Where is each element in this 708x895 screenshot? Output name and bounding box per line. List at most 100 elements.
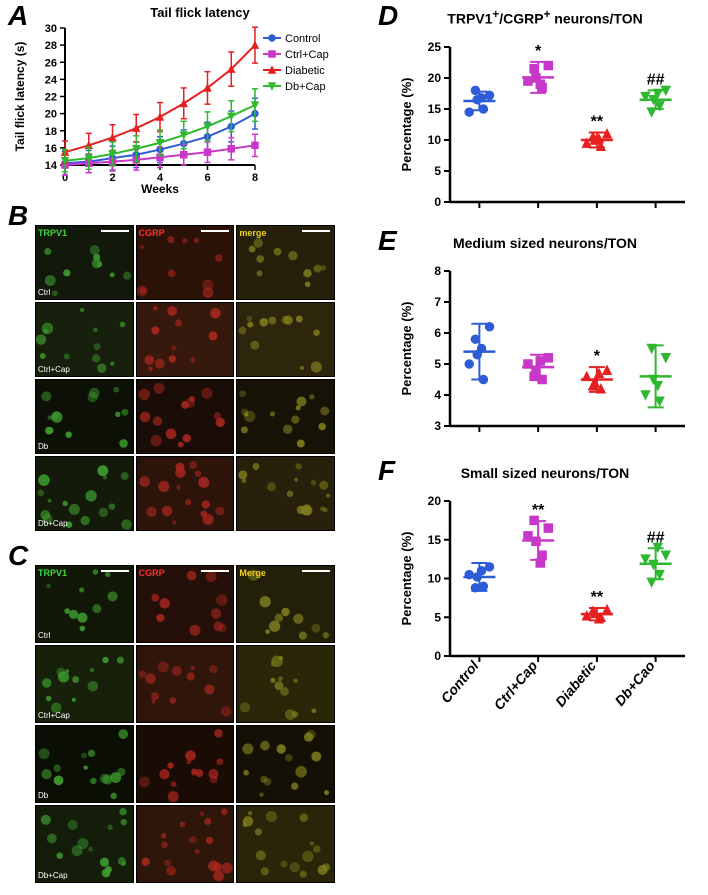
micrograph-cell <box>136 805 235 883</box>
svg-text:Diabetic: Diabetic <box>552 657 599 709</box>
micrograph-cell <box>136 645 235 723</box>
micrograph-row-label: Db+Cap <box>38 519 68 528</box>
svg-text:3: 3 <box>434 419 441 433</box>
panel-e-label: E <box>378 225 397 257</box>
svg-text:*: * <box>594 348 601 365</box>
svg-text:Diabetic: Diabetic <box>285 65 325 77</box>
scale-bar <box>201 230 229 232</box>
micrograph-cell: TRPV1Ctrl <box>35 565 134 643</box>
micrograph-cell <box>136 725 235 803</box>
scale-bar <box>201 570 229 572</box>
panel-f-label: F <box>378 455 395 487</box>
svg-text:24: 24 <box>45 74 58 86</box>
figure-root: A Tail flick latency 0246814161820222426… <box>0 0 708 895</box>
svg-text:8: 8 <box>252 172 258 184</box>
micrograph-cell: Ctrl+Cap <box>35 645 134 723</box>
micrograph-row-label: Db <box>38 791 48 800</box>
svg-text:7: 7 <box>434 295 441 309</box>
panel-f-title: Small sized neurons/TON <box>395 465 695 481</box>
micrograph-channel-label: CGRP <box>139 228 165 238</box>
svg-text:15: 15 <box>428 102 442 116</box>
scale-bar <box>101 570 129 572</box>
svg-text:Weeks: Weeks <box>141 182 179 195</box>
micrograph-cell <box>236 379 335 454</box>
panel-e-title: Medium sized neurons/TON <box>395 235 695 251</box>
svg-text:Db+Cao: Db+Cao <box>611 657 658 708</box>
panel-f-svg: 0 5 10 15 20 Percentage (%) Control ** Ctrl+Cap *… <box>395 481 695 751</box>
micrograph-channel-label: CGRP <box>139 568 165 578</box>
svg-text:Ctrl+Cap: Ctrl+Cap <box>490 657 540 713</box>
svg-text:Control: Control <box>285 33 320 45</box>
micrograph-cell: TRPV1 Ctrl <box>35 225 134 300</box>
panel-f-chart: Small sized neurons/TON 0 5 10 15 20 Percenta… <box>395 465 695 751</box>
svg-text:20: 20 <box>45 109 57 121</box>
svg-text:2: 2 <box>109 172 115 184</box>
scale-bar <box>302 230 330 232</box>
panel-d-svg: 0510152025Percentage (%)***## <box>395 27 695 222</box>
panel-b-label: B <box>8 200 28 232</box>
micrograph-channel-label: TRPV1 <box>38 228 67 238</box>
svg-text:10: 10 <box>428 572 442 586</box>
svg-text:##: ## <box>647 529 665 546</box>
panel-e-chart: Medium sized neurons/TON 345678Percentag… <box>395 235 695 446</box>
micrograph-cell: Db+Cap <box>35 805 134 883</box>
micrograph-cell: CGRP <box>136 225 235 300</box>
panel-c-grid: TRPV1Ctrl CGRP Merge Ctrl+Cap Db Db+Cap <box>35 565 335 883</box>
svg-text:15: 15 <box>428 533 442 547</box>
micrograph-cell: Ctrl+Cap <box>35 302 134 377</box>
micrograph-cell <box>236 645 335 723</box>
svg-text:Control: Control <box>437 657 482 706</box>
svg-text:5: 5 <box>434 164 441 178</box>
svg-text:**: ** <box>532 502 545 519</box>
svg-text:4: 4 <box>434 388 441 402</box>
panel-a-title: Tail flick latency <box>50 5 350 20</box>
svg-text:10: 10 <box>428 133 442 147</box>
micrograph-cell: Db <box>35 379 134 454</box>
micrograph-cell <box>136 379 235 454</box>
svg-text:30: 30 <box>45 23 57 35</box>
micrograph-row-label: Ctrl+Cap <box>38 711 70 720</box>
svg-text:8: 8 <box>434 264 441 278</box>
svg-text:5: 5 <box>434 357 441 371</box>
micrograph-row-label: Ctrl <box>38 288 50 297</box>
svg-text:20: 20 <box>428 494 442 508</box>
micrograph-cell: Db+Cap <box>35 456 134 531</box>
svg-text:20: 20 <box>428 71 442 85</box>
svg-text:Percentage (%): Percentage (%) <box>399 77 414 171</box>
panel-b-grid: TRPV1CtrlCGRPmergeCtrl+CapDbDb+Cap <box>35 225 335 531</box>
svg-text:26: 26 <box>45 57 57 69</box>
micrograph-row-label: Ctrl+Cap <box>38 365 70 374</box>
micrograph-cell: CGRP <box>136 565 235 643</box>
svg-text:18: 18 <box>45 126 57 138</box>
svg-text:**: ** <box>591 113 604 130</box>
panel-c-label: C <box>8 540 28 572</box>
svg-text:Tail flick latency (s): Tail flick latency (s) <box>13 42 27 152</box>
svg-text:25: 25 <box>428 40 442 54</box>
micrograph-row-label: Db <box>38 442 48 451</box>
svg-text:Ctrl+Cap: Ctrl+Cap <box>285 49 329 61</box>
svg-text:0: 0 <box>434 195 441 209</box>
svg-text:0: 0 <box>434 649 441 663</box>
micrograph-cell <box>236 725 335 803</box>
svg-text:Percentage (%): Percentage (%) <box>399 532 414 626</box>
micrograph-channel-label: Merge <box>239 568 266 578</box>
svg-text:**: ** <box>591 589 604 606</box>
micrograph-cell <box>136 302 235 377</box>
svg-text:16: 16 <box>45 143 57 155</box>
micrograph-cell <box>236 456 335 531</box>
panel-d-title: TRPV1+/CGRP+ neurons/TON <box>395 8 695 27</box>
micrograph-cell: Merge <box>236 565 335 643</box>
micrograph-cell <box>236 805 335 883</box>
panel-d-chart: TRPV1+/CGRP+ neurons/TON 0 5 10 15 20 25 Perce… <box>395 8 695 222</box>
svg-text:28: 28 <box>45 40 57 52</box>
panel-a-svg: 02468141618202224262830WeeksTail flick l… <box>10 20 350 195</box>
micrograph-cell <box>136 456 235 531</box>
svg-text:5: 5 <box>434 610 441 624</box>
svg-text:*: * <box>535 43 542 60</box>
micrograph-cell: Db <box>35 725 134 803</box>
svg-text:6: 6 <box>434 326 441 340</box>
svg-text:6: 6 <box>204 172 210 184</box>
svg-text:22: 22 <box>45 92 57 104</box>
micrograph-row-label: Ctrl <box>38 631 50 640</box>
panel-a-chart: Tail flick latency 024681416182022242628… <box>10 5 350 195</box>
